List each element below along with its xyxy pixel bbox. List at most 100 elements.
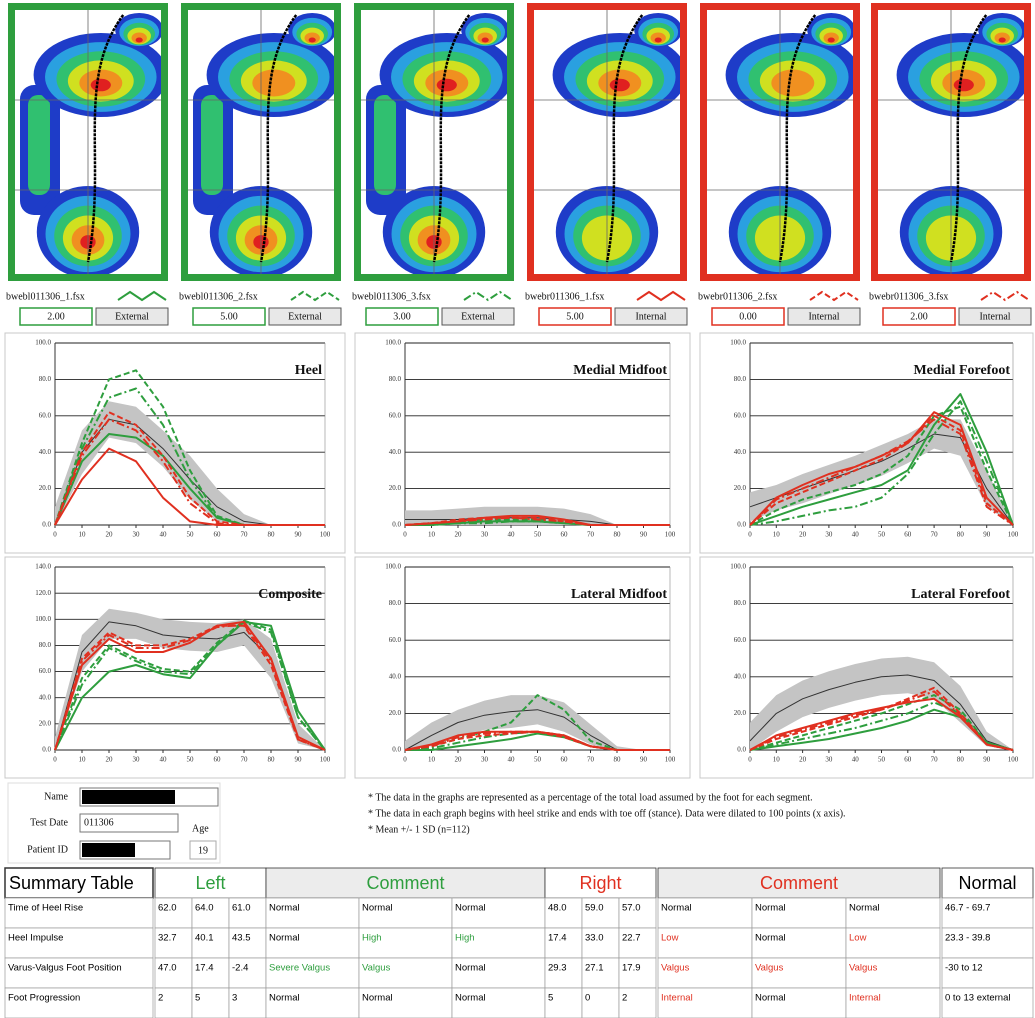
cell-text: 23.3 - 39.8 — [945, 933, 990, 944]
chart-title: Medial Forefoot — [913, 363, 1010, 378]
cell-text: Normal — [455, 963, 486, 974]
y-tick-label: 60.0 — [389, 636, 402, 644]
y-tick-label: 60.0 — [39, 667, 52, 675]
note: * The data in the graphs are represented… — [368, 792, 813, 803]
y-tick-label: 80.0 — [389, 375, 402, 383]
note: * Mean +/- 1 SD (n=112) — [368, 824, 470, 835]
cell-text: Internal — [849, 993, 881, 1004]
header-text: Normal — [958, 873, 1016, 893]
y-tick-label: 20.0 — [734, 709, 747, 717]
x-tick-label: 80 — [957, 531, 965, 539]
cell-text: Normal — [455, 903, 486, 914]
x-tick-label: 40 — [508, 756, 516, 764]
cell-text: -30 to 12 — [945, 963, 983, 974]
cell-text: Low — [661, 933, 679, 944]
pressure-blob — [828, 37, 835, 42]
cell-text: 32.7 — [158, 933, 177, 944]
pressure-blob — [610, 79, 630, 92]
pressure-blob — [771, 70, 814, 97]
x-tick-label: 30 — [481, 756, 489, 764]
x-tick-label: 70 — [931, 531, 939, 539]
label: Patient ID — [27, 844, 68, 855]
x-tick-label: 70 — [931, 756, 939, 764]
value-text: 3.00 — [393, 311, 411, 322]
x-tick-label: 0 — [403, 531, 407, 539]
y-tick-label: 120.0 — [35, 589, 51, 597]
mode-text: Internal — [808, 311, 839, 322]
foot-map — [181, 3, 341, 281]
chart-title: Medial Midfoot — [573, 363, 667, 378]
value-text: 5.00 — [220, 311, 238, 322]
mode-text: External — [288, 311, 322, 322]
x-tick-label: 10 — [773, 756, 781, 764]
y-tick-label: 20.0 — [389, 484, 402, 492]
file-name: bwebl011306_3.fsx — [352, 291, 431, 302]
note: * The data in each graph begins with hee… — [368, 808, 846, 819]
x-tick-label: 100 — [320, 531, 331, 539]
y-tick-label: 80.0 — [389, 599, 402, 607]
x-tick-label: 0 — [53, 756, 57, 764]
cell-text: Low — [849, 933, 867, 944]
file-name: bwebr011306_1.fsx — [525, 291, 604, 302]
header-text: Comment — [760, 873, 838, 893]
y-tick-label: 20.0 — [39, 484, 52, 492]
cell-text: 46.7 - 69.7 — [945, 903, 990, 914]
x-tick-label: 10 — [428, 756, 436, 764]
y-tick-label: 80.0 — [734, 375, 747, 383]
cell-text: Normal — [849, 903, 880, 914]
cell-text: 17.4 — [548, 933, 567, 944]
x-tick-label: 10 — [79, 531, 87, 539]
chart-title: Heel — [295, 363, 322, 378]
y-tick-label: 80.0 — [39, 641, 52, 649]
y-tick-label: 0.0 — [737, 521, 746, 529]
x-tick-label: 80 — [957, 756, 965, 764]
x-tick-label: 90 — [640, 756, 648, 764]
y-tick-label: 60.0 — [734, 411, 747, 419]
midfoot-contact — [28, 95, 50, 195]
cell-text: 59.0 — [585, 903, 604, 914]
value-text: 5.00 — [566, 311, 584, 322]
x-tick-label: 10 — [79, 756, 87, 764]
x-tick-label: 100 — [665, 531, 676, 539]
pressure-blob — [136, 37, 143, 42]
x-tick-label: 60 — [561, 531, 569, 539]
header-text: Right — [579, 873, 621, 893]
x-tick-label: 20 — [455, 756, 463, 764]
y-tick-label: 40.0 — [39, 693, 52, 701]
pressure-blob — [309, 37, 316, 42]
x-tick-label: 100 — [1008, 756, 1019, 764]
cell-text: Normal — [755, 933, 786, 944]
chart-title: Composite — [258, 587, 322, 602]
x-tick-label: 40 — [852, 531, 860, 539]
y-tick-label: 20.0 — [39, 719, 52, 727]
y-tick-label: 100.0 — [35, 615, 51, 623]
file-name: bwebl011306_2.fsx — [179, 291, 258, 302]
mode-text: External — [461, 311, 495, 322]
x-tick-label: 40 — [160, 531, 168, 539]
x-tick-label: 30 — [133, 756, 141, 764]
x-tick-label: 100 — [1008, 531, 1019, 539]
pressure-blob — [954, 79, 974, 92]
x-tick-label: 30 — [481, 531, 489, 539]
file-name: bwebr011306_2.fsx — [698, 291, 777, 302]
y-tick-label: 0.0 — [392, 521, 401, 529]
header-text: Summary Table — [9, 873, 134, 893]
cell-text: 48.0 — [548, 903, 567, 914]
x-tick-label: 80 — [268, 531, 276, 539]
foot-map — [354, 3, 514, 281]
x-tick-label: 100 — [320, 756, 331, 764]
cell-text: 43.5 — [232, 933, 251, 944]
cell-text: Normal — [661, 903, 692, 914]
cell-text: 64.0 — [195, 903, 214, 914]
cell-text: 27.1 — [585, 963, 604, 974]
cell-text: 0 — [585, 993, 590, 1004]
y-tick-label: 100.0 — [385, 563, 401, 571]
cell-text: 17.4 — [195, 963, 214, 974]
cell-text: 3 — [232, 993, 237, 1004]
y-tick-label: 100.0 — [35, 339, 51, 347]
cell-text: Normal — [755, 903, 786, 914]
x-tick-label: 100 — [665, 756, 676, 764]
cell-text: Internal — [661, 993, 693, 1004]
header-text: Left — [195, 873, 225, 893]
x-tick-label: 70 — [587, 756, 595, 764]
